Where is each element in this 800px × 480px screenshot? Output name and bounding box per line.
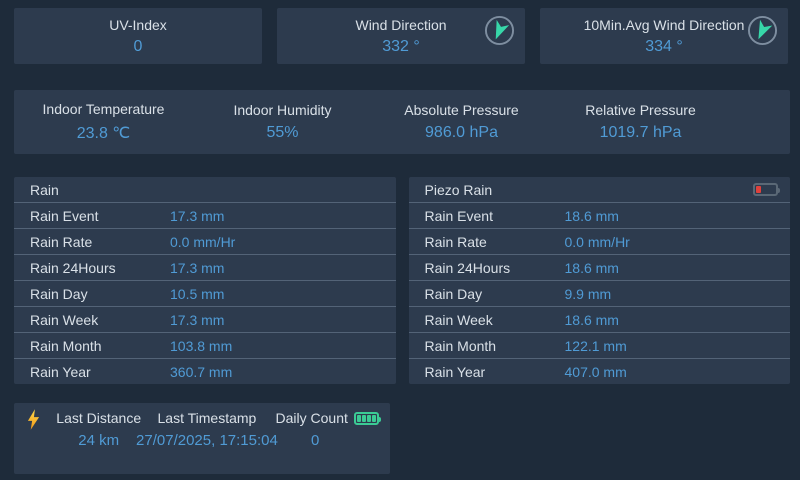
row-label: Rain Day [30,285,88,302]
row-value: 103.8 mm [170,337,233,354]
wind-direction-compass-icon [484,15,515,46]
daily-count-value: 0 [311,432,320,449]
uv-index-card: UV-Index 0 [14,8,262,64]
row-label: Rain Event [30,207,99,224]
wind-direction-label: Wind Direction [355,16,447,33]
row-label: Rain 24Hours [424,259,511,276]
top-cards-row: UV-Index 0 Wind Direction 332 ° 10Min.Av… [0,0,800,64]
table-row: Rain Day 9.9 mm [408,280,790,306]
last-distance-block: Last Distance 24 km [48,410,149,449]
table-row: Rain Day 10.5 mm [14,280,396,306]
row-value: 18.6 mm [564,259,619,276]
wind-direction-value: 332 ° [382,37,420,55]
row-label: Rain Week [30,311,99,328]
avg-wind-direction-value: 334 ° [645,37,683,55]
lightning-columns: Last Distance 24 km Last Timestamp 27/07… [48,410,390,449]
indoor-temperature-block: Indoor Temperature 23.8 ℃ [14,90,193,154]
indoor-humidity-label: Indoor Humidity [233,102,332,118]
indoor-humidity-value: 55% [266,124,299,141]
table-row: Rain Event 18.6 mm [408,202,790,228]
absolute-pressure-label: Absolute Pressure [404,102,519,118]
relative-pressure-label: Relative Pressure [585,102,696,118]
relative-pressure-block: Relative Pressure 1019.7 hPa [551,90,730,154]
rain-table-title: Rain [30,181,59,198]
row-label: Rain Rate [424,233,487,250]
indoor-temperature-label: Indoor Temperature [42,101,165,117]
daily-count-block: Daily Count 0 [264,410,390,449]
row-label: Rain Year [30,363,91,380]
table-row: Rain 24Hours 17.3 mm [14,254,396,280]
row-label: Rain Day [424,285,483,302]
table-row: Rain Month 122.1 mm [408,332,790,358]
row-value: 17.3 mm [170,311,225,328]
row-value: 10.5 mm [170,285,225,302]
absolute-pressure-block: Absolute Pressure 986.0 hPa [372,90,551,154]
table-row: Rain 24Hours 18.6 mm [408,254,790,280]
table-row: Rain Week 18.6 mm [408,306,790,332]
row-label: Rain 24Hours [30,259,116,276]
row-label: Rain Month [30,337,102,354]
row-value: 122.1 mm [564,337,627,354]
indoor-pressure-panel: Indoor Temperature 23.8 ℃ Indoor Humidit… [14,90,790,154]
last-timestamp-block: Last Timestamp 27/07/2025, 17:15:04 [136,410,278,449]
piezo-rain-table: Piezo Rain Rain Event 18.6 mm Rain Rate … [408,177,791,384]
piezo-rain-table-header: Piezo Rain [409,177,791,202]
row-label: Rain Rate [30,233,93,250]
lightning-panel: Last Distance 24 km Last Timestamp 27/07… [14,403,390,474]
wind-direction-card: Wind Direction 332 ° [277,8,525,64]
table-row: Rain Rate 0.0 mm/Hr [408,228,790,254]
row-value: 360.7 mm [170,363,233,380]
indoor-temperature-value: 23.8 ℃ [76,125,131,142]
absolute-pressure-value: 986.0 hPa [425,124,498,141]
uv-index-value: 0 [133,37,143,55]
indoor-humidity-block: Indoor Humidity 55% [193,90,372,154]
row-value: 0.0 mm/Hr [170,233,236,250]
row-value: 407.0 mm [564,363,627,380]
last-distance-label: Last Distance [56,410,142,426]
avg-wind-direction-card: 10Min.Avg Wind Direction 334 ° [540,8,788,64]
table-row: Rain Rate 0.0 mm/Hr [14,228,396,254]
row-value: 17.3 mm [170,259,225,276]
table-row: Rain Event 17.3 mm [14,202,396,228]
row-value: 0.0 mm/Hr [564,233,630,250]
uv-index-label: UV-Index [109,16,167,33]
rain-table: Rain Rain Event 17.3 mm Rain Rate 0.0 mm… [14,177,396,384]
last-distance-value: 24 km [78,432,120,449]
avg-wind-direction-label: 10Min.Avg Wind Direction [583,16,745,33]
row-label: Rain Week [424,311,493,328]
relative-pressure-value: 1019.7 hPa [599,124,682,141]
row-value: 18.6 mm [564,207,619,224]
daily-count-label: Daily Count [275,410,348,426]
wind-direction-compass-icon [747,15,778,46]
row-value: 18.6 mm [564,311,619,328]
full-battery-icon [353,411,381,425]
rain-tables-row: Rain Rain Event 17.3 mm Rain Rate 0.0 mm… [14,177,790,384]
row-label: Rain Month [424,337,497,354]
lightning-bolt-icon [27,409,40,435]
piezo-rain-table-title: Piezo Rain [424,181,493,198]
low-battery-icon [753,183,780,196]
rain-table-header: Rain [14,177,396,202]
row-value: 9.9 mm [564,285,612,302]
table-row: Rain Year 360.7 mm [14,358,396,384]
table-row: Rain Month 103.8 mm [14,332,396,358]
last-timestamp-value: 27/07/2025, 17:15:04 [136,432,278,449]
row-value: 17.3 mm [170,207,225,224]
row-label: Rain Event [424,207,493,224]
table-row: Rain Year 407.0 mm [408,358,790,384]
table-row: Rain Week 17.3 mm [14,306,396,332]
last-timestamp-label: Last Timestamp [157,410,257,426]
row-label: Rain Year [424,363,486,380]
